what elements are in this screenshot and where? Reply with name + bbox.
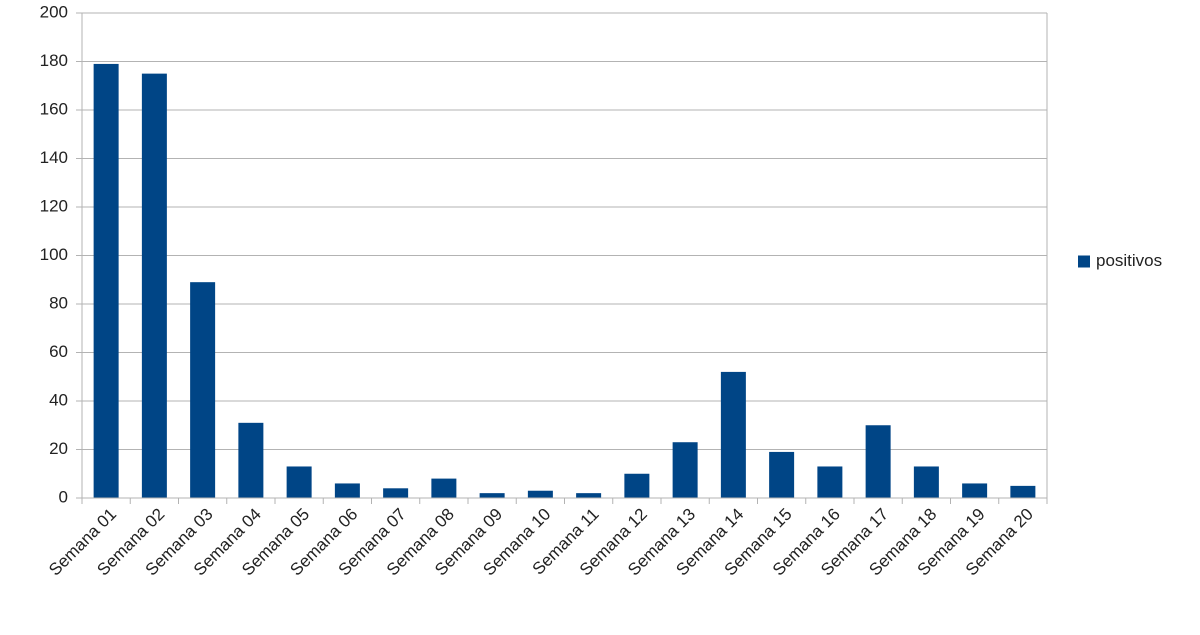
bar [479,493,505,498]
y-tick-label: 0 [59,487,68,506]
bar [672,442,698,498]
bar [817,466,843,498]
y-tick-label: 160 [40,99,68,118]
bar [383,488,409,498]
bar [769,451,795,498]
bar [913,466,939,498]
legend-swatch [1078,255,1090,268]
y-tick-label: 100 [40,245,68,264]
bar [141,73,167,498]
y-tick-label: 20 [49,439,68,458]
y-tick-label: 140 [40,148,68,167]
y-tick-label: 180 [40,51,68,70]
bar [190,282,216,498]
bar [93,63,119,499]
y-tick-label: 40 [49,390,68,409]
bar [720,371,746,498]
bar [238,422,264,498]
bar [865,425,891,498]
bar [624,473,650,498]
bar [527,490,553,498]
bar [334,483,360,498]
legend-label: positivos [1096,251,1162,270]
bar [431,478,457,498]
y-tick-label: 60 [49,342,68,361]
bar [576,493,602,498]
bar [962,483,988,498]
y-tick-label: 200 [40,2,68,21]
y-tick-label: 120 [40,196,68,215]
bar [286,466,312,498]
bar [1010,485,1036,498]
y-tick-label: 80 [49,293,68,312]
